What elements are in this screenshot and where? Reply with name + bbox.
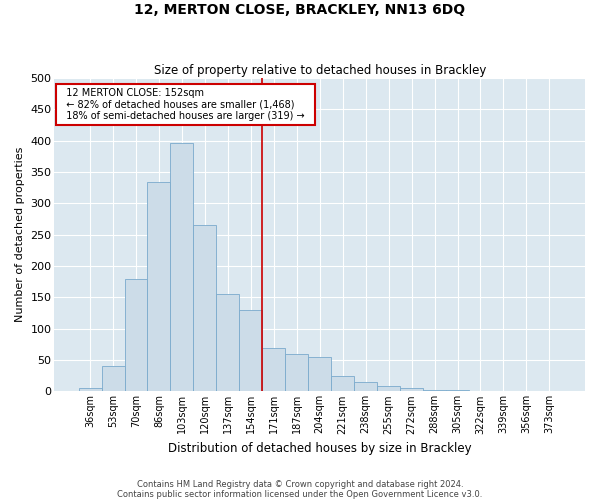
Text: 12 MERTON CLOSE: 152sqm  
  ← 82% of detached houses are smaller (1,468)  
  18%: 12 MERTON CLOSE: 152sqm ← 82% of detache… [60,88,311,121]
Bar [354,382,377,392]
Bar [125,278,148,392]
X-axis label: Distribution of detached houses by size in Brackley: Distribution of detached houses by size … [168,442,472,455]
Title: Size of property relative to detached houses in Brackley: Size of property relative to detached ho… [154,64,486,77]
Bar [515,391,538,392]
Bar [217,294,239,392]
Bar [285,354,308,392]
Bar [331,376,354,392]
Bar [423,390,446,392]
Bar [446,390,469,392]
Bar [377,386,400,392]
Bar [170,142,193,392]
Bar [469,391,492,392]
Text: 12, MERTON CLOSE, BRACKLEY, NN13 6DQ: 12, MERTON CLOSE, BRACKLEY, NN13 6DQ [134,2,466,16]
Bar [538,391,561,392]
Bar [193,226,217,392]
Bar [308,357,331,392]
Bar [400,388,423,392]
Bar [239,310,262,392]
Bar [148,182,170,392]
Bar [101,366,125,392]
Text: Contains HM Land Registry data © Crown copyright and database right 2024.
Contai: Contains HM Land Registry data © Crown c… [118,480,482,499]
Y-axis label: Number of detached properties: Number of detached properties [15,147,25,322]
Bar [262,348,285,392]
Bar [79,388,101,392]
